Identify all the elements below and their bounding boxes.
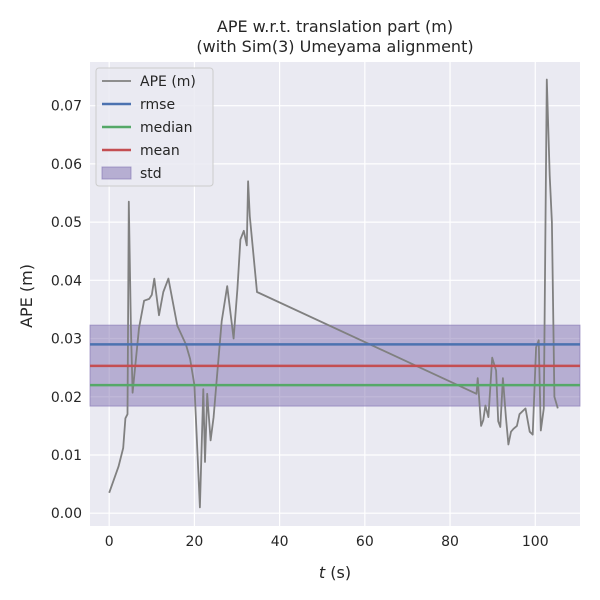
y-tick-label: 0.07 — [51, 99, 82, 115]
x-tick-label: 60 — [356, 534, 374, 550]
x-axis-label: t (s) — [319, 563, 351, 582]
y-tick-label: 0.01 — [51, 448, 82, 464]
y-tick-label: 0.04 — [51, 273, 82, 289]
legend-swatch-std — [101, 166, 132, 180]
plot-area: APE (m) rmse median mean std — [89, 62, 581, 526]
x-axis-label-symbol: t — [319, 563, 326, 582]
legend: APE (m) rmse median mean std — [95, 67, 214, 187]
x-tick-label: 0 — [105, 534, 114, 550]
chart-title-line2: (with Sim(3) Umeyama alignment) — [196, 37, 473, 56]
legend-box — [95, 67, 214, 187]
legend-label-median: median — [140, 120, 192, 136]
legend-label-std: std — [140, 166, 162, 182]
x-tick-label: 20 — [185, 534, 203, 550]
x-axis-label-unit: (s) — [325, 563, 351, 582]
ape-series-line — [108, 78, 559, 509]
y-tick-label: 0.00 — [51, 506, 82, 522]
x-tick-label: 40 — [271, 534, 289, 550]
legend-label-mean: mean — [140, 143, 180, 159]
legend-label-ape: APE (m) — [140, 74, 196, 90]
y-axis-label: APE (m) — [17, 264, 36, 328]
y-tick-label: 0.03 — [51, 332, 82, 348]
y-tick-label: 0.05 — [51, 215, 82, 231]
x-tick-label: 80 — [441, 534, 459, 550]
x-tick-label: 100 — [522, 534, 549, 550]
y-tick-label: 0.02 — [51, 390, 82, 406]
chart-title-line1: APE w.r.t. translation part (m) — [217, 17, 453, 36]
y-tick-label: 0.06 — [51, 157, 82, 173]
legend-label-rmse: rmse — [140, 97, 175, 113]
